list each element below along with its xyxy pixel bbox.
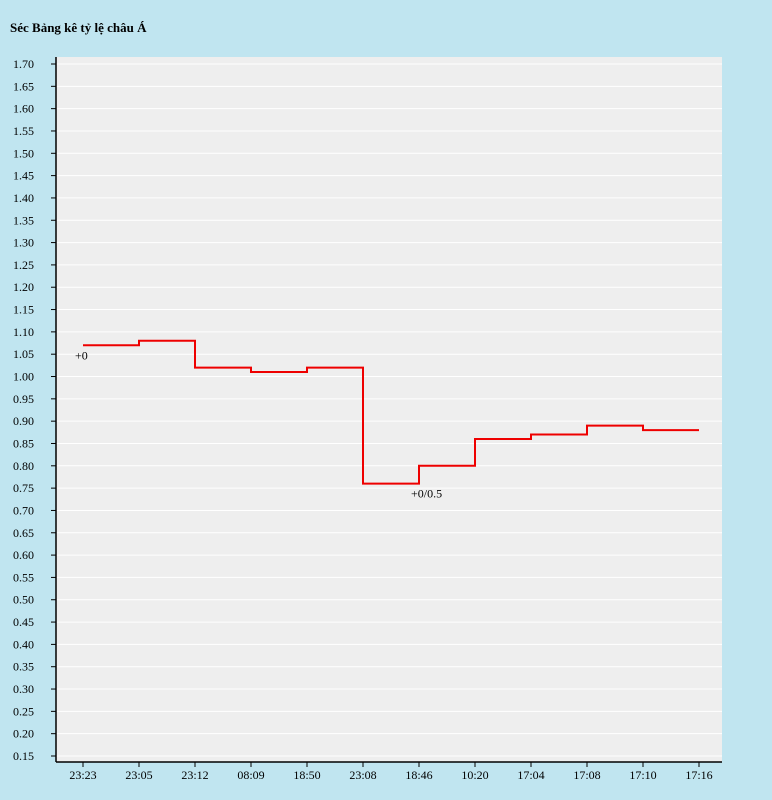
y-tick-label: 0.30: [13, 682, 34, 696]
annotations: +0 +0/0.5: [75, 348, 442, 500]
series-group: [83, 339, 699, 485]
x-axis-ticks: 23:23 23:05 23:12 08:09 18:50 23:08 18:46 10:20…: [69, 762, 713, 782]
y-tick-label: 1.15: [13, 303, 34, 317]
x-tick-label: 17:16: [685, 768, 712, 782]
y-tick-label: 1.60: [13, 102, 34, 116]
chart-title: Séc Bảng kê tỷ lệ châu Á: [10, 20, 147, 35]
x-tick-label: 23:23: [69, 768, 96, 782]
y-tick-label: 1.30: [13, 236, 34, 250]
y-tick-label: 1.40: [13, 191, 34, 205]
y-tick-label: 0.80: [13, 459, 34, 473]
y-tick-label: 0.50: [13, 593, 34, 607]
y-tick-label: 0.15: [13, 749, 34, 763]
x-tick-label: 23:05: [125, 768, 152, 782]
x-tick-label: 17:04: [517, 768, 544, 782]
x-tick-label: 18:46: [405, 768, 432, 782]
y-tick-label: 0.25: [13, 704, 34, 718]
y-tick-label: 1.20: [13, 280, 34, 294]
y-tick-label: 0.75: [13, 481, 34, 495]
x-tick-label: 08:09: [237, 768, 264, 782]
x-tick-label: 18:50: [293, 768, 320, 782]
y-tick-label: 1.25: [13, 258, 34, 272]
y-tick-label: 1.70: [13, 57, 34, 71]
y-tick-label: 0.70: [13, 503, 34, 517]
x-tick-label: 23:08: [349, 768, 376, 782]
y-tick-label: 0.90: [13, 414, 34, 428]
y-tick-label: 0.40: [13, 637, 34, 651]
y-tick-label: 0.35: [13, 660, 34, 674]
y-tick-label: 1.05: [13, 347, 34, 361]
y-tick-label: 1.35: [13, 213, 34, 227]
plot-area: [56, 57, 722, 762]
x-tick-label: 17:10: [629, 768, 656, 782]
series-line: [83, 339, 699, 485]
y-tick-label: 1.10: [13, 325, 34, 339]
y-tick-label: 0.65: [13, 526, 34, 540]
x-tick-label: 23:12: [181, 768, 208, 782]
y-tick-label: 1.55: [13, 124, 34, 138]
y-tick-label: 1.50: [13, 146, 34, 160]
y-tick-label: 1.00: [13, 370, 34, 384]
y-tick-label: 0.85: [13, 436, 34, 450]
y-tick-label: 0.20: [13, 727, 34, 741]
y-axis-ticks: 0.15 0.20 0.25 0.30 0.35 0.40 0.45 0.50 0.55 0.60…: [13, 57, 56, 763]
y-tick-label: 1.45: [13, 169, 34, 183]
x-tick-label: 10:20: [461, 768, 488, 782]
x-tick-label: 17:08: [573, 768, 600, 782]
y-tick-label: 0.60: [13, 548, 34, 562]
y-tick-label: 0.45: [13, 615, 34, 629]
annotation-label: +0: [75, 348, 88, 362]
annotation-label: +0/0.5: [411, 487, 442, 501]
grid-lines: [56, 63, 722, 757]
y-tick-label: 0.55: [13, 570, 34, 584]
y-tick-label: 1.65: [13, 79, 34, 93]
y-tick-label: 0.95: [13, 392, 34, 406]
